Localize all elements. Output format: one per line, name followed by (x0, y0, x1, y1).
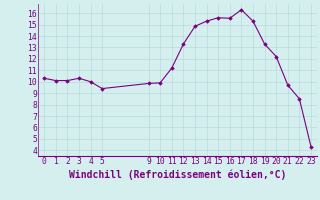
X-axis label: Windchill (Refroidissement éolien,°C): Windchill (Refroidissement éolien,°C) (69, 169, 286, 180)
